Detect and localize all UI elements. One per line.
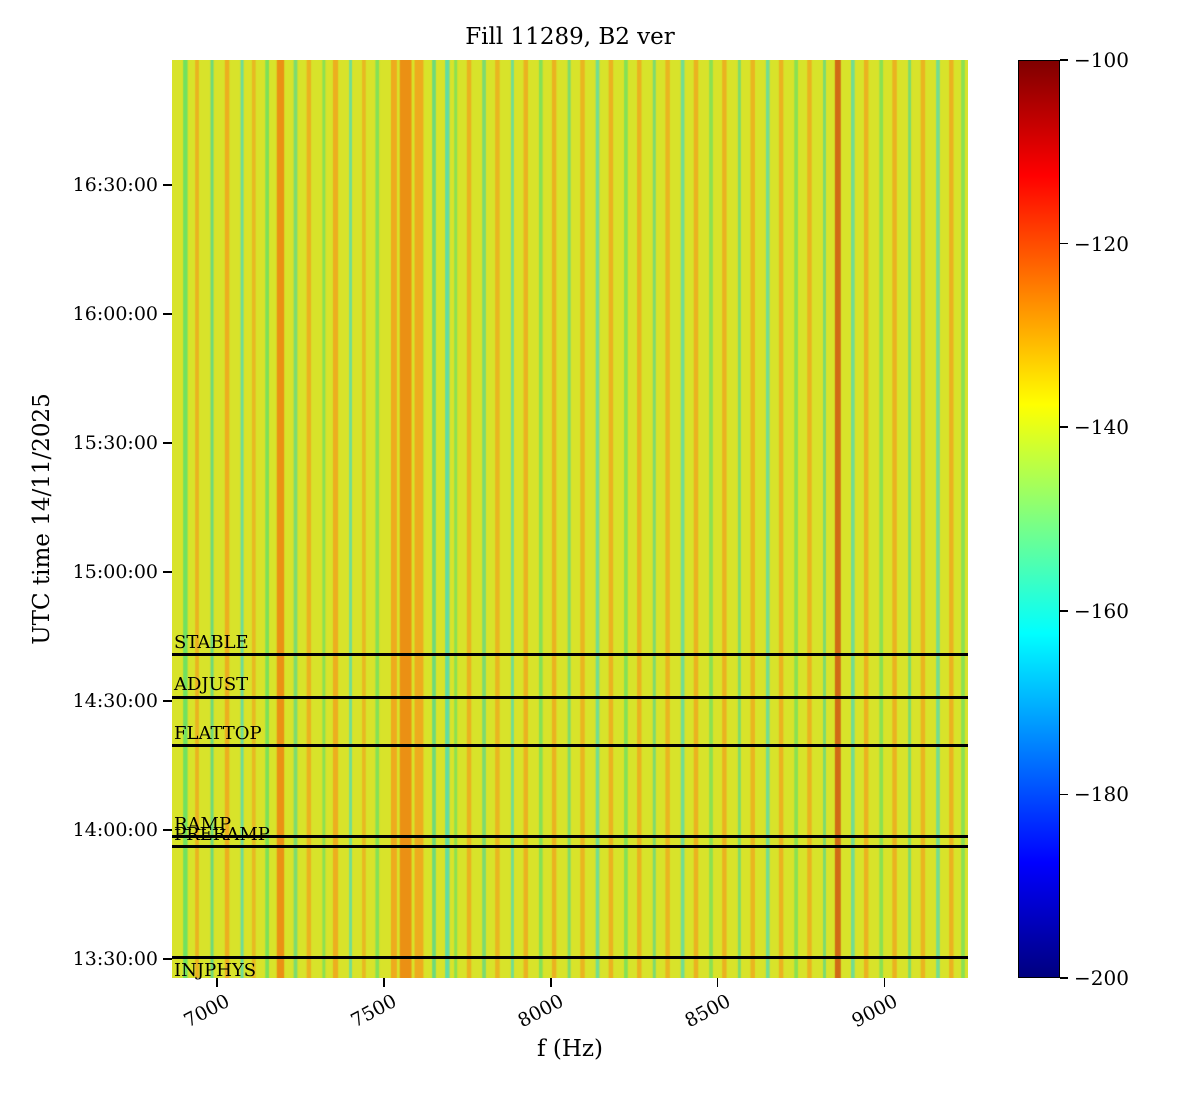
colorbar-tick-mark [1060,793,1068,796]
x-axis-label: f (Hz) [537,1036,603,1062]
colorbar [1018,60,1060,978]
colorbar-tick-mark [1060,610,1068,612]
y-tick-mark [163,700,172,702]
spectrogram-heatmap [172,60,968,978]
colorbar-tick-label: −140 [1074,415,1129,440]
y-tick-mark [163,184,172,186]
y-tick-label: 13:30:00 [72,947,158,970]
x-tick-label: 8000 [514,990,568,1033]
beam-mode-line [172,653,968,657]
colorbar-tick-label: −200 [1074,966,1129,990]
beam-mode-line [172,744,968,748]
y-tick-label: 15:30:00 [72,431,158,454]
y-tick-label: 16:30:00 [72,173,158,196]
y-tick-label: 14:00:00 [72,818,158,841]
x-tick-mark [383,978,385,987]
x-tick-label: 8500 [680,990,735,1033]
beam-mode-label: FLATTOP [174,722,262,744]
y-tick-mark [163,442,172,444]
y-tick-label: 15:00:00 [72,560,158,583]
y-tick-mark [163,958,172,960]
beam-mode-label: STABLE [174,631,249,653]
colorbar-tick-mark [1060,59,1068,61]
y-tick-label: 16:00:00 [72,302,158,325]
beam-mode-label: INJPHYS [174,959,257,981]
beam-mode-label: RAMP [174,813,232,835]
colorbar-tick-label: −100 [1074,48,1129,72]
beam-mode-line [172,695,968,699]
beam-mode-label: PRERAMP [174,823,270,845]
colorbar-tick-label: −120 [1074,231,1129,256]
y-tick-mark [163,571,172,573]
beam-mode-line [172,845,968,849]
beam-mode-line [172,835,968,839]
colorbar-tick-mark [1060,242,1068,245]
x-tick-mark [716,978,719,987]
x-tick-mark [550,978,552,987]
x-tick-label: 9000 [847,990,901,1033]
beam-mode-label: ADJUST [174,674,249,696]
colorbar-tick-mark [1060,426,1068,428]
y-tick-mark [163,829,172,831]
y-tick-mark [163,313,172,315]
x-tick-mark [216,978,218,987]
chart-title: Fill 11289, B2 ver [465,24,675,50]
colorbar-tick-label: −160 [1074,598,1129,623]
beam-mode-line [172,956,968,960]
x-tick-mark [883,978,886,987]
colorbar-tick-mark [1060,977,1068,979]
colorbar-tick-label: −180 [1074,782,1129,807]
y-tick-label: 14:30:00 [72,689,158,712]
x-tick-label: 7000 [180,990,234,1033]
x-tick-label: 7500 [347,990,401,1033]
